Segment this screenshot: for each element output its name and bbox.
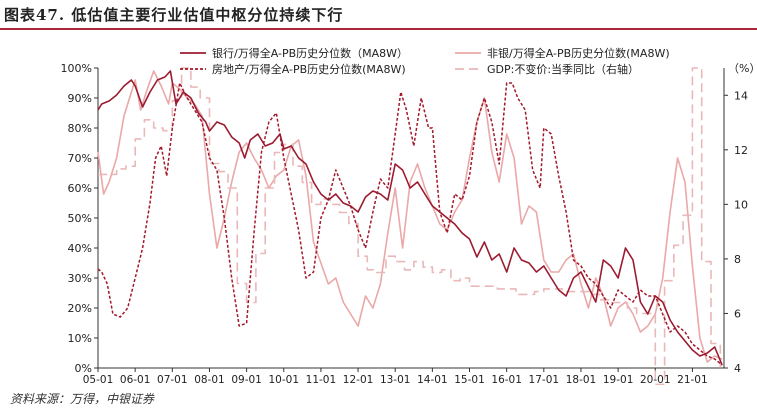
y-left-tick-label: 20% xyxy=(68,302,92,315)
x-tick-label: 05-01 xyxy=(83,374,114,385)
y-right-tick-label: 12 xyxy=(734,144,748,157)
series-layer xyxy=(97,67,724,385)
page-title: 图表47. 低估值主要行业估值中枢分位持续下行 xyxy=(4,6,344,24)
chart: 0% 10% 20% 30% 40% 50% 60% 70% 80% 90% 100% 4 6 8 10 1… xyxy=(61,46,757,385)
x-tick-label: 16-01 xyxy=(491,374,522,385)
legend[interactable]: 银行/万得全A-PB历史分位数（MA8W） 非银/万得全A-PB历史分位数(MA8… xyxy=(180,46,670,76)
series-line-realestate xyxy=(97,82,723,366)
x-tick-label: 10-01 xyxy=(268,374,299,385)
y-left-tick-label: 0% xyxy=(75,362,92,375)
legend-label-realestate[interactable]: 房地产/万得全A-PB历史分位数(MA8W) xyxy=(212,62,406,76)
y-right-tick-label: 4 xyxy=(734,362,741,375)
title-bar: 图表47. 低估值主要行业估值中枢分位持续下行 xyxy=(0,0,757,30)
x-tick-label: 17-01 xyxy=(529,374,560,385)
x-tick-label: 07-01 xyxy=(157,374,188,385)
y-right-tick-label: 10 xyxy=(734,198,748,211)
x-tick-label: 06-01 xyxy=(120,374,151,385)
y-left-tick-label: 50% xyxy=(68,212,92,225)
series-line-nonbank xyxy=(97,70,723,363)
y-right-tick-label: 8 xyxy=(734,253,741,266)
y-axis-left: 0% 10% 20% 30% 40% 50% 60% 70% 80% 90% 100% xyxy=(61,62,98,375)
y-left-tick-label: 70% xyxy=(68,152,92,165)
x-tick-label: 18-01 xyxy=(566,374,597,385)
x-tick-label: 08-01 xyxy=(194,374,225,385)
y-left-tick-label: 80% xyxy=(68,122,92,135)
title-rule xyxy=(0,28,757,30)
x-tick-label: 15-01 xyxy=(454,374,485,385)
legend-label-gdp[interactable]: GDP:不变价:当季同比（右轴） xyxy=(487,62,639,76)
legend-label-nonbank[interactable]: 非银/万得全A-PB历史分位数(MA8W) xyxy=(487,46,670,60)
y-left-tick-label: 100% xyxy=(61,62,92,75)
x-axis: 05-01 06-01 07-01 08-01 09-01 10-01 11-01 12-01… xyxy=(83,368,708,385)
y-left-tick-label: 60% xyxy=(68,182,92,195)
series-line-bank xyxy=(97,70,723,366)
x-tick-label: 13-01 xyxy=(380,374,411,385)
legend-label-bank[interactable]: 银行/万得全A-PB历史分位数（MA8W） xyxy=(212,46,408,60)
x-tick-label: 12-01 xyxy=(343,374,374,385)
x-tick-label: 14-01 xyxy=(417,374,448,385)
x-tick-label: 21-01 xyxy=(677,374,708,385)
x-tick-label: 20-01 xyxy=(640,374,671,385)
y-left-tick-label: 90% xyxy=(68,92,92,105)
x-tick-label: 19-01 xyxy=(603,374,634,385)
y-left-tick-label: 30% xyxy=(68,272,92,285)
y-right-tick-label: 6 xyxy=(734,307,741,320)
x-tick-label: 09-01 xyxy=(231,374,262,385)
plot-frame xyxy=(97,68,725,369)
x-tick-label: 11-01 xyxy=(306,374,337,385)
y-axis-right: 4 6 8 10 12 14 （%） xyxy=(724,62,757,375)
y-left-tick-label: 40% xyxy=(68,242,92,255)
y-right-unit-label: （%） xyxy=(728,62,757,75)
y-right-tick-label: 14 xyxy=(734,89,748,102)
y-left-tick-label: 10% xyxy=(68,332,92,345)
source-note: 资料来源：万得，中银证券 xyxy=(10,392,155,406)
series-line-gdp xyxy=(98,67,724,385)
